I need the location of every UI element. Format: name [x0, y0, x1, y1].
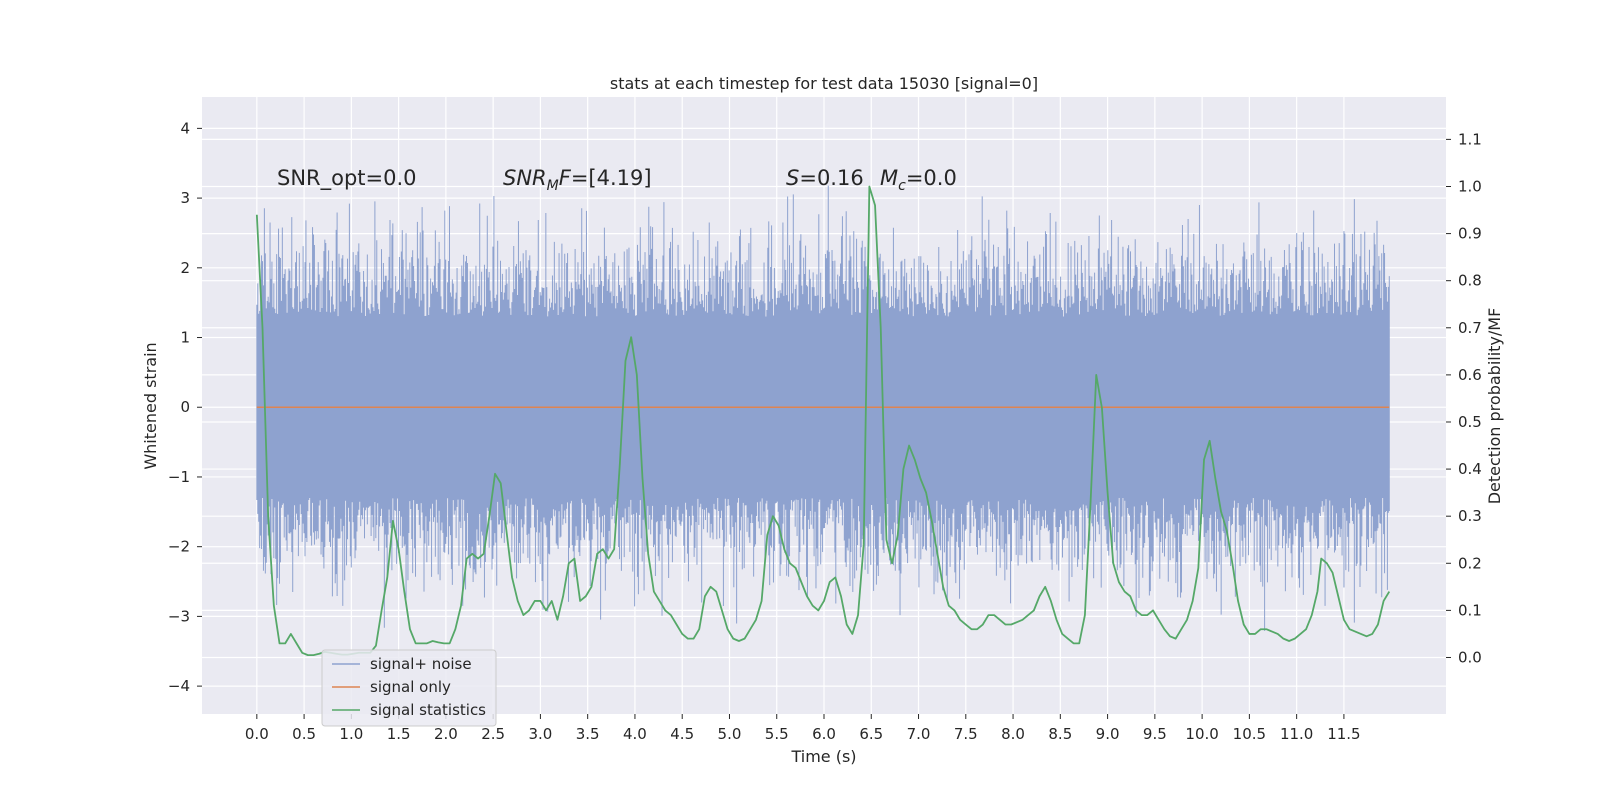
y2-tick-label: 0.6: [1458, 366, 1482, 384]
y-tick-label: −4: [168, 677, 190, 695]
legend-label-signal-statistics: signal statistics: [370, 701, 486, 719]
x-tick-label: 0.5: [292, 725, 316, 743]
y-tick-label: 0: [180, 398, 190, 416]
x-tick-label: 11.0: [1280, 725, 1313, 743]
annotation-snr-opt: SNR_opt=0.0: [277, 166, 417, 191]
x-tick-label: 6.0: [812, 725, 836, 743]
y2-tick-label: 1.1: [1458, 130, 1482, 148]
annotation-mc: Mc=0.0: [880, 166, 957, 194]
x-tick-label: 11.5: [1327, 725, 1360, 743]
y2-axis-label: Detection probability/MF: [1485, 308, 1504, 505]
x-tick-label: 4.5: [670, 725, 694, 743]
x-axis-label: Time (s): [790, 747, 856, 766]
y-tick-label: 4: [180, 119, 190, 137]
y-tick-label: 1: [180, 329, 190, 347]
y-tick-label: 2: [180, 259, 190, 277]
axes: 0.0 0.5 1.0 1.5 2.0 2.5 3.0 3.5 4.0 4.5 5.0 5.5 6.0 6…: [168, 119, 1482, 743]
x-tick-label: 7.5: [954, 725, 978, 743]
chart-title: stats at each timestep for test data 150…: [610, 74, 1038, 93]
series-signal-statistics: [255, 185, 1391, 657]
y-axis-label: Whitened strain: [141, 342, 160, 469]
y2-tick-label: 1.0: [1458, 177, 1482, 195]
x-tick-label: 8.0: [1001, 725, 1025, 743]
x-tick-label: 0.0: [245, 725, 269, 743]
x-tick-label: 1.5: [387, 725, 411, 743]
y2-tick-label: 0.7: [1458, 319, 1482, 337]
x-tick-label: 10.5: [1233, 725, 1266, 743]
y2-tick-label: 0.1: [1458, 601, 1482, 619]
y2-tick-label: 0.5: [1458, 413, 1482, 431]
annotations: SNR_opt=0.0 SNRMF=[4.19] S=0.16 Mc=0.0: [277, 166, 957, 194]
legend: signal+ noise signal only signal statist…: [321, 649, 497, 727]
y-tick-label: 3: [180, 189, 190, 207]
x-tick-label: 10.0: [1185, 725, 1218, 743]
x-tick-label: 6.5: [859, 725, 883, 743]
y2-tick-label: 0.2: [1458, 554, 1482, 572]
x-tick-label: 3.0: [528, 725, 552, 743]
y2-tick-label: 0.8: [1458, 272, 1482, 290]
y2-tick-label: 0.9: [1458, 225, 1482, 243]
y2-tick-label: 0.0: [1458, 648, 1482, 666]
x-tick-label: 4.0: [623, 725, 647, 743]
x-tick-label: 9.5: [1143, 725, 1167, 743]
y-tick-label: −3: [168, 607, 190, 625]
x-tick-label: 1.0: [339, 725, 363, 743]
legend-label-signal-noise: signal+ noise: [370, 655, 472, 673]
x-tick-label: 9.0: [1096, 725, 1120, 743]
x-tick-label: 5.5: [765, 725, 789, 743]
y-tick-label: −1: [168, 468, 190, 486]
x-tick-label: 7.0: [907, 725, 931, 743]
annotation-snr-mf: SNRMF=[4.19]: [503, 166, 652, 194]
legend-label-signal-only: signal only: [370, 678, 451, 696]
annotation-s: S=0.16: [786, 166, 864, 190]
series-lines: [255, 185, 1391, 657]
x-tick-label: 2.5: [481, 725, 505, 743]
x-tick-label: 8.5: [1048, 725, 1072, 743]
y2-tick-label: 0.3: [1458, 507, 1482, 525]
y2-tick-label: 0.4: [1458, 460, 1482, 478]
x-tick-label: 3.5: [576, 725, 600, 743]
x-tick-label: 5.0: [718, 725, 742, 743]
legend-box: [321, 649, 497, 727]
x-tick-label: 2.0: [434, 725, 458, 743]
y-tick-label: −2: [168, 538, 190, 556]
